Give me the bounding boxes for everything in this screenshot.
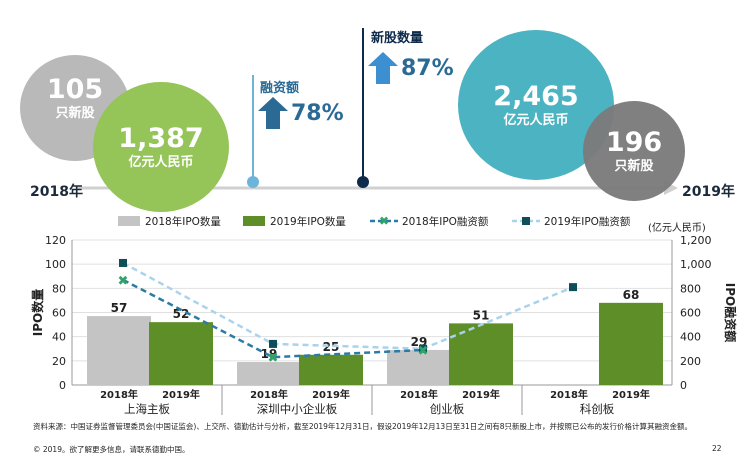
bubble-funds-2018: 1,387 亿元人民币 bbox=[93, 82, 229, 212]
up-arrow-icon bbox=[258, 97, 288, 129]
y2-tick-label: 1,200 bbox=[680, 234, 712, 247]
legend-swatch bbox=[243, 216, 265, 226]
marker-2019 bbox=[419, 344, 427, 353]
bar-2019 bbox=[449, 323, 513, 385]
bar-2018 bbox=[387, 349, 451, 385]
y-tick-label: 120 bbox=[45, 234, 66, 247]
marker-2018: ✖ bbox=[418, 344, 429, 359]
copyright: © 2019。欲了解更多信息，请联系德勤中国。 bbox=[33, 445, 190, 454]
legend-label: 2018年IPO融资额 bbox=[402, 215, 489, 228]
y2-unit-label: (亿元人民币) bbox=[648, 221, 706, 234]
y2-tick-label: 600 bbox=[680, 307, 701, 320]
y-tick-label: 40 bbox=[52, 331, 66, 344]
bar-2018 bbox=[237, 362, 301, 385]
timeline-end-label: 2019年 bbox=[682, 184, 735, 200]
marker-2019 bbox=[269, 339, 277, 348]
y2-tick-label: 1,000 bbox=[680, 258, 712, 271]
legend-marker: ✖ bbox=[379, 214, 389, 228]
x-category-label: 创业板 bbox=[430, 402, 465, 416]
page-number: 22 bbox=[712, 444, 722, 453]
bar-2018 bbox=[87, 316, 151, 385]
funds-2018-value: 1,387 bbox=[118, 122, 204, 154]
legend-marker bbox=[522, 217, 530, 225]
marker-2018: ✖ bbox=[118, 274, 129, 289]
y-tick-label: 20 bbox=[52, 355, 66, 368]
count-growth-label: 新股数量 bbox=[371, 31, 424, 46]
bar-value-label: 57 bbox=[111, 301, 128, 315]
y-tick-label: 60 bbox=[52, 307, 66, 320]
y2-tick-label: 400 bbox=[680, 331, 701, 344]
marker-2019 bbox=[119, 258, 127, 267]
count-growth-pct: 87% bbox=[401, 56, 454, 81]
source-note: 资料来源：中国证券监督管理委员会(中国证监会)、上交所、德勤估计与分析，截至20… bbox=[33, 422, 693, 431]
marker-2019 bbox=[569, 283, 577, 292]
bar-value-label: 68 bbox=[623, 288, 640, 302]
x-sub-label: 2018年 bbox=[550, 388, 588, 401]
bar-2019 bbox=[299, 354, 363, 385]
y2-tick-label: 800 bbox=[680, 282, 701, 295]
y-tick-label: 80 bbox=[52, 282, 66, 295]
x-sub-label: 2018年 bbox=[100, 388, 138, 401]
funds-2018-unit: 亿元人民币 bbox=[128, 154, 194, 170]
funds-2019-value: 2,465 bbox=[493, 80, 579, 112]
up-arrow-icon bbox=[368, 52, 398, 84]
bar-2019 bbox=[149, 322, 213, 385]
x-sub-label: 2019年 bbox=[312, 388, 350, 401]
funds-growth-label: 融资额 bbox=[260, 81, 300, 96]
x-sub-label: 2019年 bbox=[162, 388, 200, 401]
x-sub-label: 2018年 bbox=[250, 388, 288, 401]
x-sub-label: 2019年 bbox=[612, 388, 650, 401]
x-category-label: 上海主板 bbox=[124, 402, 170, 416]
x-sub-label: 2019年 bbox=[462, 388, 500, 401]
y-axis-title: IPO数量 bbox=[30, 289, 45, 336]
bar-value-label: 52 bbox=[173, 307, 190, 321]
x-sub-label: 2018年 bbox=[400, 388, 438, 401]
bar-value-label: 25 bbox=[323, 340, 340, 354]
x-category-label: 科创板 bbox=[580, 402, 615, 416]
y2-axis-title: IPO融资额 bbox=[723, 283, 738, 342]
ipo-count-2018-value: 105 bbox=[46, 73, 104, 105]
ipo-count-2019-unit: 只新股 bbox=[614, 158, 654, 174]
y2-tick-label: 0 bbox=[680, 379, 687, 392]
funds-growth-marker bbox=[247, 75, 259, 188]
timeline-start-label: 2018年 bbox=[30, 184, 83, 200]
legend-label: 2018年IPO数量 bbox=[145, 215, 221, 228]
marker-2018: ✖ bbox=[268, 351, 279, 366]
legend-label: 2019年IPO数量 bbox=[270, 215, 346, 228]
ipo-count-2018-unit: 只新股 bbox=[55, 105, 95, 121]
funds-2019-unit: 亿元人民币 bbox=[503, 112, 569, 128]
x-category-label: 深圳中小企业板 bbox=[257, 402, 338, 416]
bar-2019 bbox=[599, 302, 663, 385]
line-2019-funds bbox=[122, 261, 574, 351]
count-growth-marker bbox=[357, 28, 369, 188]
ipo-count-2019-value: 196 bbox=[605, 126, 663, 158]
ipo-combo-chart: 2018年IPO数量 2019年IPO数量 ✖ 2018年IPO融资额 2019年IPO… bbox=[30, 214, 738, 416]
y-tick-label: 100 bbox=[45, 258, 66, 271]
funds-growth-pct: 78% bbox=[291, 101, 344, 126]
legend-swatch bbox=[118, 216, 140, 226]
y2-tick-label: 200 bbox=[680, 355, 701, 368]
bubble-ipo-count-2019: 196 只新股 bbox=[583, 101, 685, 201]
y-tick-label: 0 bbox=[59, 379, 66, 392]
bar-value-label: 51 bbox=[473, 308, 490, 322]
legend-label: 2019年IPO融资额 bbox=[544, 215, 631, 228]
